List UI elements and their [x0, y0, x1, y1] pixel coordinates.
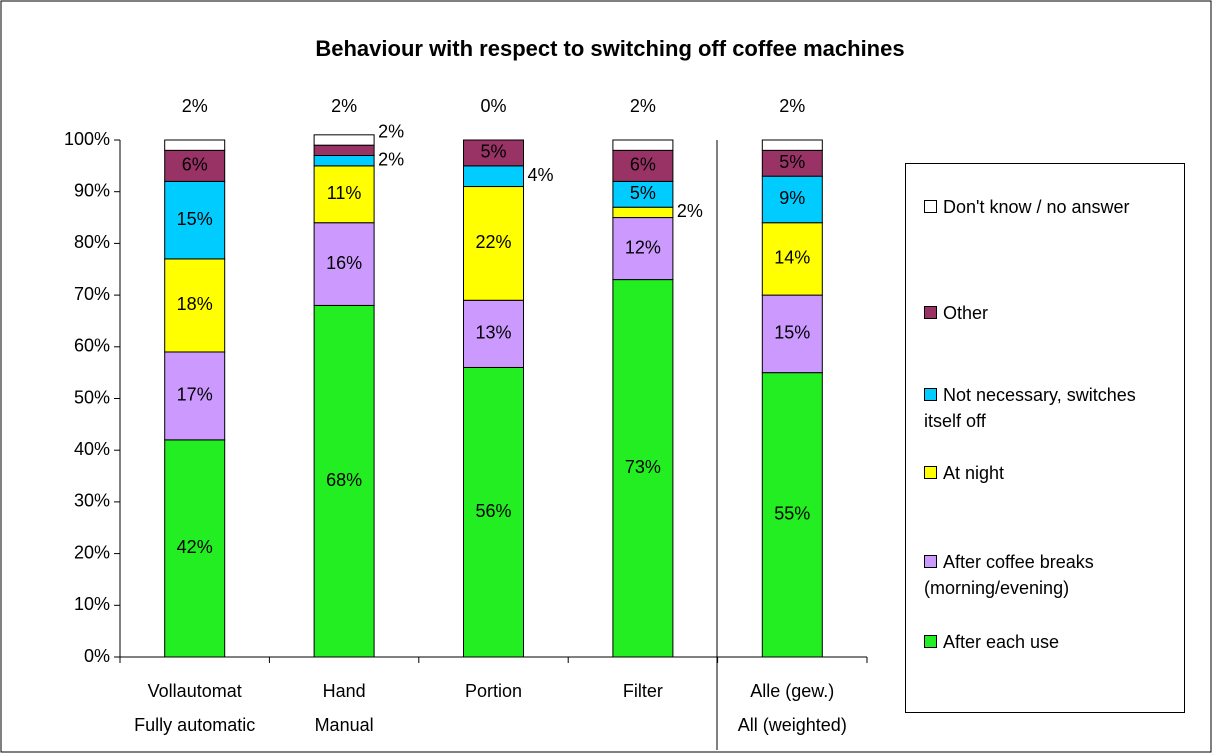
bar-segment: [761, 294, 823, 374]
data-label: 14%: [774, 248, 810, 268]
data-label: 2%: [779, 96, 805, 116]
data-label: 2%: [378, 149, 404, 169]
data-label: 6%: [630, 155, 656, 175]
data-label: 2%: [677, 201, 703, 221]
legend-item: After coffee breaks (morning/evening): [924, 549, 1174, 601]
bar-segment: [612, 149, 674, 182]
legend-item: Other: [924, 300, 1174, 326]
y-tick-label: 20%: [74, 542, 110, 562]
data-label: 2%: [331, 96, 357, 116]
legend-label: Don't know / no answer: [943, 197, 1130, 217]
bar-segment: [313, 155, 375, 167]
bar-segment: [463, 165, 524, 188]
bar-segment: [612, 139, 674, 151]
bar-segment: [612, 279, 674, 658]
data-label: 55%: [774, 504, 810, 524]
bar-segment: [313, 222, 375, 306]
legend-swatch: [924, 200, 937, 213]
chart-title: Behaviour with respect to switching off …: [315, 36, 904, 61]
data-label: 56%: [475, 501, 511, 521]
x-tick-label: Hand: [323, 681, 366, 701]
data-label: 9%: [779, 188, 805, 208]
data-label: 0%: [480, 96, 506, 116]
data-label: 6%: [182, 155, 208, 175]
y-tick-label: 40%: [74, 439, 110, 459]
x-tick-label: Filter: [623, 681, 663, 701]
data-label: 4%: [528, 165, 554, 185]
bar-segment: [761, 149, 823, 177]
y-tick-label: 80%: [74, 232, 110, 252]
y-tick-label: 10%: [74, 594, 110, 614]
data-label: 11%: [327, 183, 362, 203]
data-label: 13%: [475, 323, 511, 343]
y-tick-label: 60%: [74, 336, 110, 356]
bar-segment: [463, 299, 524, 368]
bar-segment: [463, 186, 524, 301]
legend-item: Don't know / no answer: [924, 194, 1174, 220]
data-label: 16%: [326, 253, 362, 273]
data-label: 42%: [177, 537, 213, 557]
y-tick-label: 100%: [64, 129, 110, 149]
bar-segment: [313, 165, 375, 224]
x-tick-label: Manual: [315, 715, 374, 735]
y-tick-label: 90%: [74, 180, 110, 200]
data-label: 73%: [625, 457, 661, 477]
y-tick-label: 30%: [74, 491, 110, 511]
bar-segment: [164, 139, 226, 151]
legend-label: Not necessary, switches itself off: [924, 385, 1136, 431]
bar-segment: [612, 206, 674, 219]
bar-segment: [313, 144, 375, 157]
data-label: 18%: [177, 294, 213, 314]
bar-segment: [761, 372, 823, 658]
x-tick-label: Portion: [465, 681, 522, 701]
bar-segment: [164, 258, 226, 353]
legend-swatch: [924, 555, 937, 568]
data-label: 68%: [326, 470, 362, 490]
legend-swatch: [924, 388, 937, 401]
bar-segment: [164, 439, 226, 658]
bar-segment: [313, 134, 375, 146]
y-tick-label: 50%: [74, 387, 110, 407]
data-label: 2%: [378, 121, 404, 141]
bar-segment: [612, 180, 674, 208]
legend-swatch: [924, 306, 937, 319]
bar-segment: [761, 222, 823, 296]
legend-item: After each use: [924, 629, 1174, 655]
data-label: 22%: [475, 232, 511, 252]
bar-segment: [463, 139, 524, 167]
bar-segment: [612, 217, 674, 281]
data-label: 5%: [779, 152, 805, 172]
legend-label: At night: [943, 463, 1005, 483]
legend: After each use After coffee breaks (morni…: [905, 163, 1185, 713]
y-tick-label: 70%: [74, 284, 110, 304]
legend-item: At night: [924, 460, 1174, 486]
bar-segment: [313, 304, 375, 658]
legend-swatch: [924, 466, 937, 479]
legend-label: Other: [943, 303, 989, 323]
data-label: 2%: [630, 96, 656, 116]
data-label: 12%: [625, 237, 661, 257]
legend-item: Not necessary, switches itself off: [924, 382, 1174, 434]
data-label: 15%: [774, 323, 810, 343]
legend-label: After coffee breaks (morning/evening): [924, 552, 1094, 598]
data-label: 2%: [182, 96, 208, 116]
x-tick-label: Fully automatic: [134, 715, 255, 735]
legend-swatch: [924, 635, 937, 648]
bar-segment: [761, 139, 823, 151]
data-label: 5%: [630, 183, 656, 203]
data-label: 15%: [177, 209, 213, 229]
y-tick-label: 0%: [84, 646, 110, 666]
x-tick-label: Alle (gew.): [750, 681, 834, 701]
bar-segment: [164, 180, 226, 260]
data-label: 17%: [177, 385, 213, 405]
bar-segment: [164, 351, 226, 441]
bar-segment: [761, 175, 823, 224]
data-label: 5%: [480, 142, 506, 162]
x-tick-label: All (weighted): [738, 715, 847, 735]
x-tick-label: Vollautomat: [148, 681, 242, 701]
legend-label: After each use: [943, 632, 1060, 652]
